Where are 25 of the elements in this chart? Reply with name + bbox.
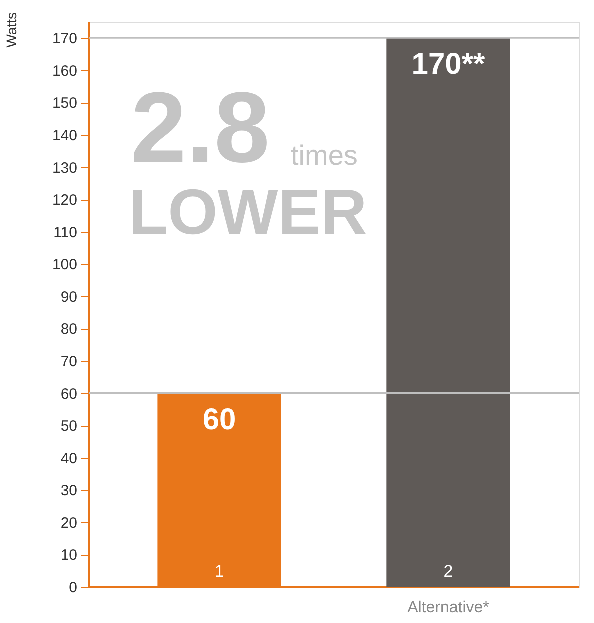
y-tick-label: 30 — [60, 482, 78, 500]
y-tick-label: 0 — [69, 580, 78, 596]
y-tick-label: 160 — [52, 62, 78, 80]
y-tick-label: 150 — [52, 95, 78, 112]
annotation: 1 — [214, 562, 224, 581]
y-tick-label: 60 — [60, 386, 78, 403]
annotation: times — [291, 140, 358, 171]
y-tick-label: 50 — [60, 418, 78, 436]
y-tick-label: 10 — [60, 547, 78, 564]
y-tick-label: 40 — [60, 450, 78, 468]
y-axis-title: Watts — [4, 12, 20, 48]
data-label: 170** — [412, 48, 486, 82]
y-tick-label: 140 — [52, 128, 78, 144]
y-tick-label: 80 — [60, 321, 78, 338]
y-tick-label: 170 — [52, 30, 78, 48]
y-tick-label: 130 — [52, 160, 78, 177]
y-tick-label: 110 — [54, 224, 78, 242]
y-tick-label: 120 — [52, 192, 78, 210]
y-tick-label: 90 — [60, 288, 78, 306]
data-label: 60 — [202, 403, 236, 436]
annotation: 2 — [444, 562, 454, 581]
x-tick-label: Alternative* — [408, 600, 490, 616]
y-tick-label: 100 — [52, 256, 78, 274]
y-tick-label: 70 — [60, 354, 78, 370]
y-tick-label: 20 — [60, 514, 78, 532]
